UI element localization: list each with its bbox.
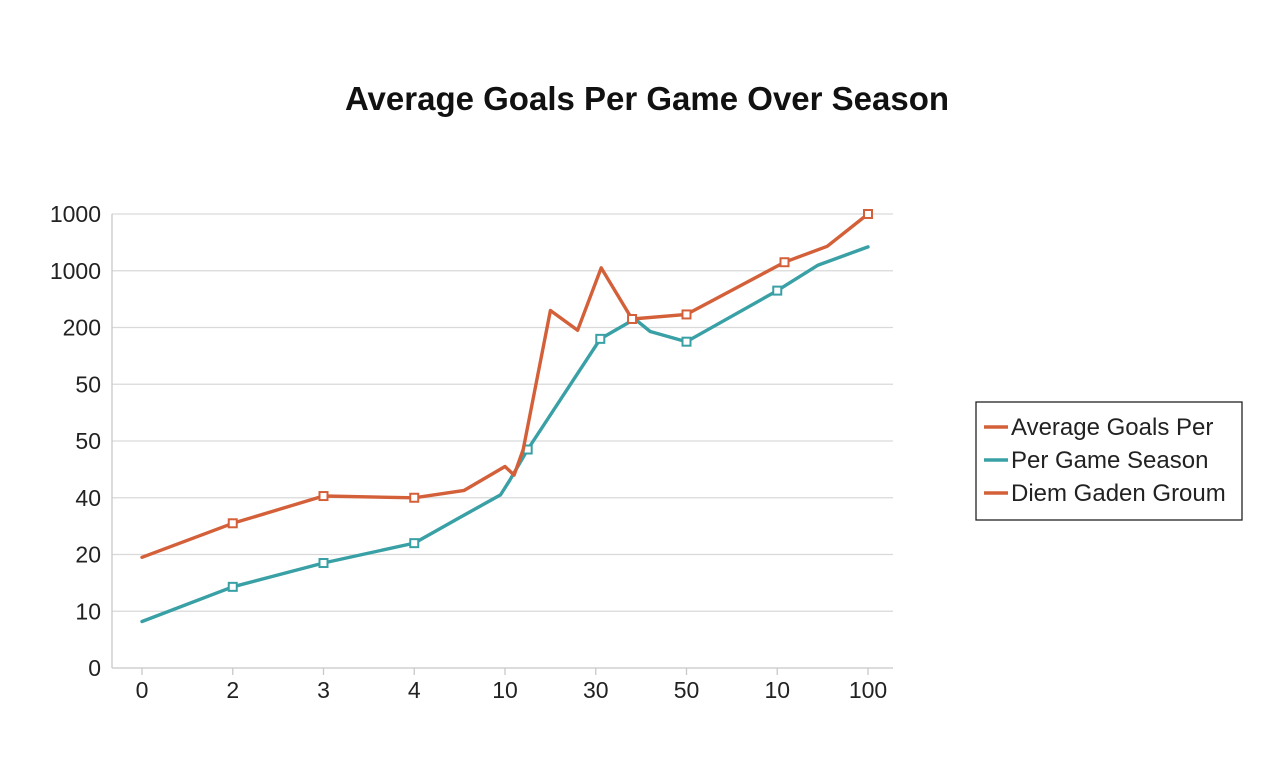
x-axis-ticks: 0 2 3 4 10 30 50 10 100 (136, 668, 887, 703)
series-2-marker-3 (409, 538, 420, 549)
legend: Average Goals Per Per Game Season Diem Gad… (975, 401, 1243, 521)
x-tick-label-2: 3 (317, 677, 330, 703)
legend-label-1: Average Goals Per (1011, 414, 1213, 441)
series-line-3 (142, 450, 528, 564)
series-1-marker-12 (681, 309, 692, 320)
y-tick-label-3: 40 (75, 485, 101, 511)
x-tick-label-7: 10 (764, 677, 790, 703)
series-2-marker-2 (318, 558, 329, 569)
series-line-1 (140, 212, 870, 559)
y-tick-label-2: 20 (75, 542, 101, 568)
series-2-marker-8 (595, 333, 606, 344)
series-lines (140, 209, 873, 624)
series-2-marker-1 (227, 581, 238, 592)
y-tick-label-8: 1000 (50, 201, 101, 227)
x-tick-label-1: 2 (226, 677, 239, 703)
x-tick-label-6: 50 (674, 677, 700, 703)
series-2-marker-12 (772, 285, 783, 296)
y-tick-label-4: 50 (75, 428, 101, 454)
y-tick-label-1: 10 (75, 598, 101, 624)
series-1-marker-3 (409, 492, 420, 503)
series-1-marker-2 (318, 491, 329, 502)
series-1-marker-13 (779, 257, 790, 268)
y-tick-label-0: 0 (88, 655, 101, 681)
legend-box (975, 401, 1243, 521)
y-tick-label-5: 50 (75, 371, 101, 397)
legend-label-2: Per Game Season (1011, 447, 1208, 474)
x-tick-label-4: 10 (492, 677, 518, 703)
x-tick-label-3: 4 (408, 677, 421, 703)
y-axis-ticks: 0 10 20 40 50 50 200 1000 1000 (50, 201, 101, 681)
y-tick-label-7: 1000 (50, 258, 101, 284)
chart-title: Average Goals Per Game Over Season (345, 80, 949, 117)
series-1-marker-1 (227, 518, 238, 529)
legend-label-3: Diem Gaden Groum (1011, 480, 1226, 507)
series-1-marker-15 (863, 209, 873, 219)
x-tick-label-8: 100 (849, 677, 887, 703)
x-tick-label-0: 0 (136, 677, 149, 703)
series-2-marker-11 (681, 336, 692, 347)
y-tick-label-6: 200 (63, 315, 101, 341)
series-line-2 (140, 245, 870, 624)
grid-lines (112, 213, 893, 612)
series-1-marker-11 (627, 313, 638, 324)
axes (111, 214, 893, 669)
x-tick-label-5: 30 (583, 677, 609, 703)
